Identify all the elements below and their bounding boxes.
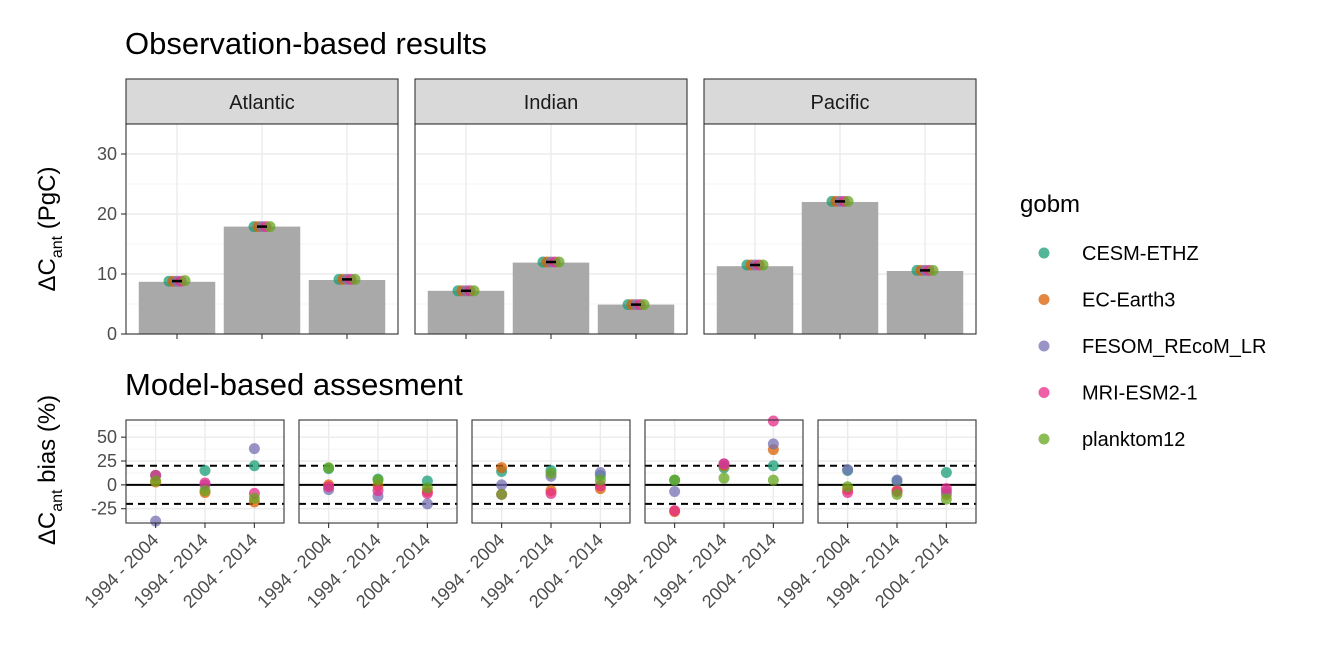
data-point xyxy=(264,221,276,233)
data-point xyxy=(421,498,433,510)
legend-title: gobm xyxy=(1020,191,1080,218)
legend-item-label: MRI-ESM2-1 xyxy=(1082,383,1198,405)
top-y-axis-label: ΔCant (PgC) xyxy=(34,167,66,292)
bar xyxy=(801,202,879,334)
data-point xyxy=(545,487,557,499)
facet-strip xyxy=(703,78,977,125)
legend: gobm CESM-ETHZ EC-Earth3 FESOM_REcoM_LR MRI-… xyxy=(1020,191,1267,451)
data-point xyxy=(496,488,508,500)
data-point xyxy=(638,299,650,311)
data-point xyxy=(496,462,508,474)
y-tick-label: -25 xyxy=(91,499,117,519)
data-point xyxy=(468,285,480,297)
data-point xyxy=(767,438,779,450)
legend-item-label: EC-Earth3 xyxy=(1082,290,1175,312)
data-point xyxy=(179,275,191,287)
facet-strip-label: Pacific xyxy=(811,92,870,114)
bar xyxy=(716,266,794,334)
data-point xyxy=(248,492,260,504)
data-point xyxy=(842,464,854,476)
facet-strip-label: Atlantic xyxy=(229,92,295,114)
data-point xyxy=(940,493,952,505)
y-tick-label: 0 xyxy=(107,475,117,495)
data-point xyxy=(669,505,681,517)
top-facet-indian: Indian xyxy=(414,78,688,339)
data-point xyxy=(496,479,508,491)
data-point xyxy=(199,485,211,497)
bar xyxy=(223,226,301,334)
data-point xyxy=(891,488,903,500)
data-point xyxy=(545,467,557,479)
data-point xyxy=(553,256,565,268)
data-point xyxy=(842,195,854,207)
data-point xyxy=(767,415,779,427)
data-point xyxy=(199,477,211,489)
legend-item-label: planktom12 xyxy=(1082,429,1185,451)
data-point xyxy=(248,443,260,455)
data-point xyxy=(323,481,335,493)
y-tick-label: 50 xyxy=(97,427,117,447)
facet-strip xyxy=(125,78,399,125)
bar xyxy=(138,281,216,334)
data-point xyxy=(927,264,939,276)
data-point xyxy=(891,474,903,486)
data-point xyxy=(421,482,433,494)
data-point xyxy=(842,481,854,493)
data-point xyxy=(767,460,779,472)
data-point xyxy=(594,474,606,486)
legend-key xyxy=(1038,387,1050,398)
data-point xyxy=(940,483,952,495)
facet-strip xyxy=(414,78,688,125)
data-point xyxy=(372,474,384,486)
data-point xyxy=(767,474,779,486)
facet-strip-label: Indian xyxy=(524,92,579,114)
data-point xyxy=(150,515,162,527)
legend-key xyxy=(1038,247,1050,259)
bar xyxy=(512,262,590,334)
y-tick-label: 20 xyxy=(97,204,117,224)
data-point xyxy=(594,466,606,478)
legend-item-label: CESM-ETHZ xyxy=(1082,243,1199,265)
top-facet-pacific: Pacific xyxy=(703,78,977,339)
data-point xyxy=(757,259,769,271)
data-point xyxy=(248,460,260,472)
data-point xyxy=(940,466,952,478)
data-point xyxy=(669,486,681,498)
bottom-chart-title: Model-based assesment xyxy=(125,367,463,402)
data-point xyxy=(718,472,730,484)
top-facet-atlantic: Atlantic xyxy=(125,78,399,339)
top-chart-title: Observation-based results xyxy=(125,26,487,61)
bottom-y-axis-label: ΔCant bias (%) xyxy=(34,395,66,545)
bar xyxy=(886,271,964,334)
data-point xyxy=(718,458,730,470)
data-point xyxy=(199,465,211,477)
y-tick-label: 0 xyxy=(107,324,117,344)
data-point xyxy=(669,474,681,486)
bar xyxy=(427,290,505,334)
y-tick-label: 10 xyxy=(97,264,117,284)
legend-key xyxy=(1038,433,1050,445)
data-point xyxy=(349,273,361,285)
bar xyxy=(308,280,386,334)
legend-key xyxy=(1038,340,1050,352)
y-tick-label: 25 xyxy=(97,451,117,471)
legend-item-label: FESOM_REcoM_LR xyxy=(1082,336,1267,358)
y-tick-label: 30 xyxy=(97,144,117,164)
data-point xyxy=(150,475,162,487)
data-point xyxy=(372,485,384,497)
data-point xyxy=(323,462,335,474)
legend-key xyxy=(1038,294,1050,305)
